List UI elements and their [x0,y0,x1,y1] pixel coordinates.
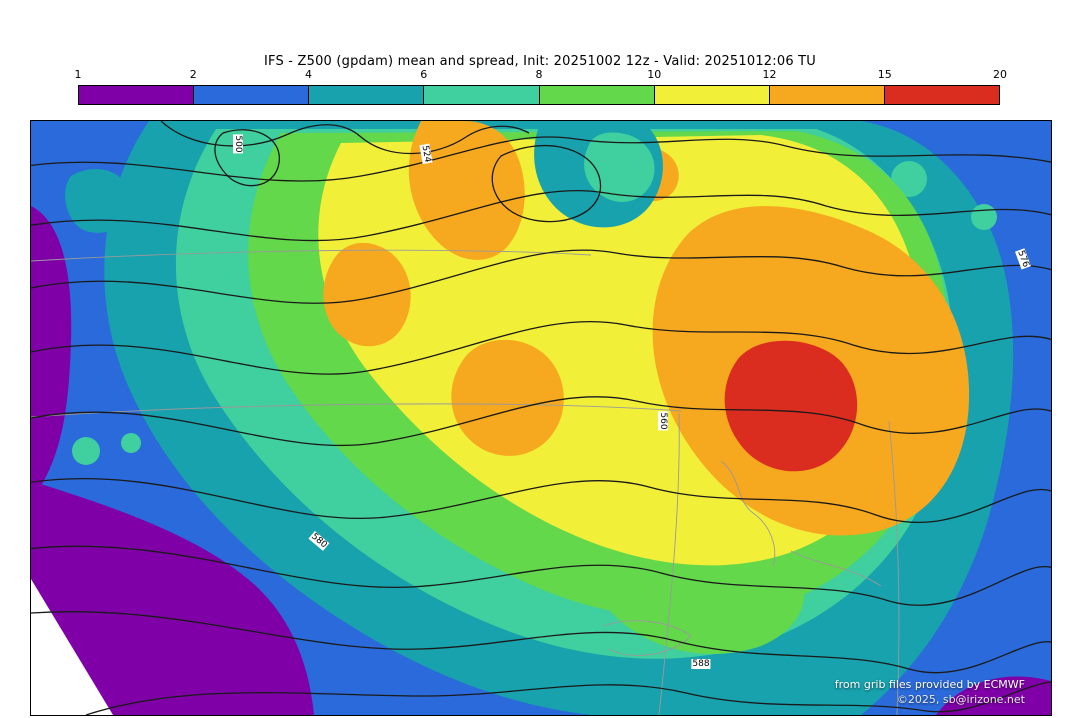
figure-title: IFS - Z500 (gpdam) mean and spread, Init… [264,54,816,69]
z500-map-svg [31,121,1051,715]
colorbar-segment [193,86,309,104]
contour-label: 588 [691,659,711,669]
spread-1-2-layer [31,206,1051,715]
colorbar-segment [308,86,424,104]
contour-label: 560 [658,411,668,431]
colorbar-tick-label: 1 [74,68,82,81]
contour-lines-layer [31,121,1051,715]
colorbar-tick-row: 1 2 4 6 8 10 12 15 20 [74,66,1008,82]
colorbar-tick-label: 10 [647,68,662,81]
colorbar-tick-label: 20 [993,68,1007,81]
attribution-copyright: ©2025, sb@irizone.net [896,693,1025,706]
colorbar-tick-label: 2 [189,68,197,81]
colorbar-segment [423,86,539,104]
no-data-corner [31,579,113,715]
colorbar-segment [538,86,654,104]
colorbar-segment [653,86,769,104]
colorbar-tick-label: 12 [762,68,777,81]
spread-detail-patches [534,121,663,228]
borders-layer [31,249,900,715]
contour-label: 500 [233,134,243,154]
colorbar-tick-label: 6 [420,68,428,81]
colorbar-tick-label: 15 [877,68,892,81]
colorbar-segment [79,86,194,104]
colorbar-tick-label: 8 [535,68,543,81]
colorbar-segment [768,86,884,104]
map-attribution: from grib files provided by ECMWF ©2025,… [835,677,1025,707]
colorbar-tick-label: 4 [305,68,312,81]
map-frame: 500 524 560 580 588 576 from grib files provi… [30,120,1052,716]
colorbar-segment [883,86,999,104]
attribution-source: from grib files provided by ECMWF [834,678,1025,691]
colorbar-gradient-bar [78,85,1000,105]
spread-max-region [724,340,858,472]
